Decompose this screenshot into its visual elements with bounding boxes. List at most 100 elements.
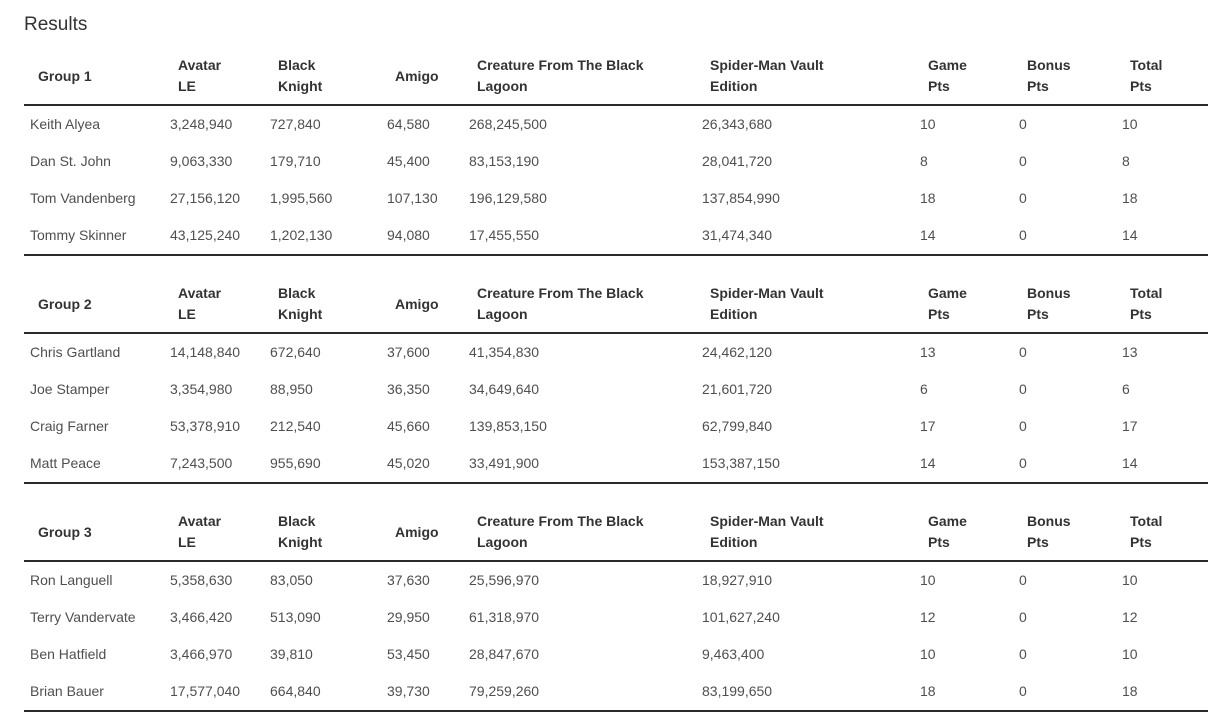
bonus-pts-cell: 0 <box>1019 190 1027 206</box>
score-cell: 3,354,980 <box>170 381 233 397</box>
score-cell: 101,627,240 <box>702 609 780 625</box>
score-cell: 83,199,650 <box>696 673 914 712</box>
table-row: Ben Hatfield 3,466,970 39,810 53,450 28,… <box>24 636 1208 673</box>
column-header-total-pts: Total Pts <box>1116 48 1208 106</box>
score-cell: 39,810 <box>270 646 313 662</box>
player-name-cell: Chris Gartland <box>30 344 121 360</box>
score-cell: 31,474,340 <box>696 217 914 256</box>
column-header-black-knight: Black Knight <box>264 48 381 106</box>
table-row: Matt Peace 7,243,500 955,690 45,020 33,4… <box>24 445 1208 484</box>
score-cell: 14,148,840 <box>170 344 241 360</box>
column-header-bonus-pts: Bonus Pts <box>1013 276 1116 334</box>
column-header-total-pts: Total Pts <box>1116 504 1208 562</box>
column-header-amigo: Amigo <box>381 48 463 106</box>
score-cell: 3,466,420 <box>170 609 233 625</box>
score-cell: 153,387,150 <box>696 445 914 484</box>
score-cell: 83,153,190 <box>469 153 540 169</box>
score-cell: 7,243,500 <box>164 445 264 484</box>
total-pts-cell: 10 <box>1122 646 1138 662</box>
score-cell: 1,202,130 <box>264 217 381 256</box>
page-title: Results <box>24 14 88 35</box>
game-pts-cell: 17 <box>920 418 936 434</box>
score-cell: 37,600 <box>387 344 430 360</box>
table-row: Ron Languell 5,358,630 83,050 37,630 25,… <box>24 561 1208 599</box>
score-cell: 21,601,720 <box>702 381 773 397</box>
column-header-spider-man-vault-edition: Spider-Man Vault Edition <box>696 504 914 562</box>
player-name-cell: Terry Vandervate <box>30 609 136 625</box>
game-pts-cell: 8 <box>920 153 928 169</box>
column-header-avatar-le: Avatar LE <box>164 504 264 562</box>
score-cell: 45,660 <box>387 418 430 434</box>
total-pts-cell: 13 <box>1122 344 1138 360</box>
score-cell: 43,125,240 <box>164 217 264 256</box>
player-name-cell: Tom Vandenberg <box>30 190 136 206</box>
score-cell: 45,020 <box>381 445 463 484</box>
score-cell: 196,129,580 <box>469 190 547 206</box>
game-pts-cell: 14 <box>914 445 1013 484</box>
score-cell: 61,318,970 <box>469 609 540 625</box>
total-pts-cell: 12 <box>1122 609 1138 625</box>
score-cell: 1,995,560 <box>270 190 333 206</box>
score-cell: 955,690 <box>264 445 381 484</box>
bonus-pts-cell: 0 <box>1019 153 1027 169</box>
score-cell: 41,354,830 <box>469 344 540 360</box>
score-cell: 212,540 <box>270 418 321 434</box>
bonus-pts-cell: 0 <box>1019 381 1027 397</box>
game-pts-cell: 12 <box>920 609 936 625</box>
table-row: Keith Alyea 3,248,940 727,840 64,580 268… <box>24 105 1208 143</box>
column-header-black-knight: Black Knight <box>264 276 381 334</box>
score-cell: 45,400 <box>387 153 430 169</box>
score-cell: 18,927,910 <box>702 572 773 588</box>
total-pts-cell: 6 <box>1122 381 1130 397</box>
game-pts-cell: 18 <box>914 673 1013 712</box>
game-pts-cell: 13 <box>920 344 936 360</box>
player-name-cell: Craig Farner <box>30 418 109 434</box>
score-cell: 53,450 <box>387 646 430 662</box>
player-name-cell: Ben Hatfield <box>30 646 107 662</box>
score-cell: 33,491,900 <box>463 445 696 484</box>
bonus-pts-cell: 0 <box>1013 217 1116 256</box>
bonus-pts-cell: 0 <box>1019 418 1027 434</box>
score-cell: 36,350 <box>387 381 430 397</box>
table-row: Terry Vandervate 3,466,420 513,090 29,95… <box>24 599 1208 636</box>
bonus-pts-cell: 0 <box>1019 572 1027 588</box>
column-header-creature-from-the-black-lagoon: Creature From The Black Lagoon <box>463 276 696 334</box>
column-header-creature-from-the-black-lagoon: Creature From The Black Lagoon <box>463 504 696 562</box>
score-cell: 62,799,840 <box>702 418 773 434</box>
score-cell: 28,041,720 <box>702 153 773 169</box>
column-header-bonus-pts: Bonus Pts <box>1013 48 1116 106</box>
score-cell: 9,463,400 <box>702 646 765 662</box>
score-cell: 513,090 <box>270 609 321 625</box>
column-header-spider-man-vault-edition: Spider-Man Vault Edition <box>696 48 914 106</box>
player-name-cell: Ron Languell <box>30 572 113 588</box>
game-pts-cell: 10 <box>920 116 936 132</box>
bonus-pts-cell: 0 <box>1019 344 1027 360</box>
score-cell: 64,580 <box>387 116 430 132</box>
total-pts-cell: 17 <box>1122 418 1138 434</box>
column-header-game-pts: Game Pts <box>914 276 1013 334</box>
total-pts-cell: 10 <box>1122 572 1138 588</box>
player-name-cell: Brian Bauer <box>24 673 164 712</box>
column-header-avatar-le: Avatar LE <box>164 276 264 334</box>
column-header-bonus-pts: Bonus Pts <box>1013 504 1116 562</box>
bonus-pts-cell: 0 <box>1013 445 1116 484</box>
bonus-pts-cell: 0 <box>1019 116 1027 132</box>
column-header-amigo: Amigo <box>381 504 463 562</box>
score-cell: 17,455,550 <box>463 217 696 256</box>
column-header-total-pts: Total Pts <box>1116 276 1208 334</box>
table-row: Dan St. John 9,063,330 179,710 45,400 83… <box>24 143 1208 180</box>
score-cell: 107,130 <box>387 190 438 206</box>
column-header-spider-man-vault-edition: Spider-Man Vault Edition <box>696 276 914 334</box>
score-cell: 727,840 <box>270 116 321 132</box>
score-cell: 268,245,500 <box>469 116 547 132</box>
score-cell: 137,854,990 <box>702 190 780 206</box>
total-pts-cell: 8 <box>1122 153 1130 169</box>
score-cell: 53,378,910 <box>170 418 241 434</box>
score-cell: 25,596,970 <box>469 572 540 588</box>
game-pts-cell: 10 <box>920 646 936 662</box>
score-cell: 26,343,680 <box>702 116 773 132</box>
total-pts-cell: 18 <box>1122 190 1138 206</box>
group-label: Group 1 <box>24 48 164 106</box>
player-name-cell: Joe Stamper <box>30 381 110 397</box>
